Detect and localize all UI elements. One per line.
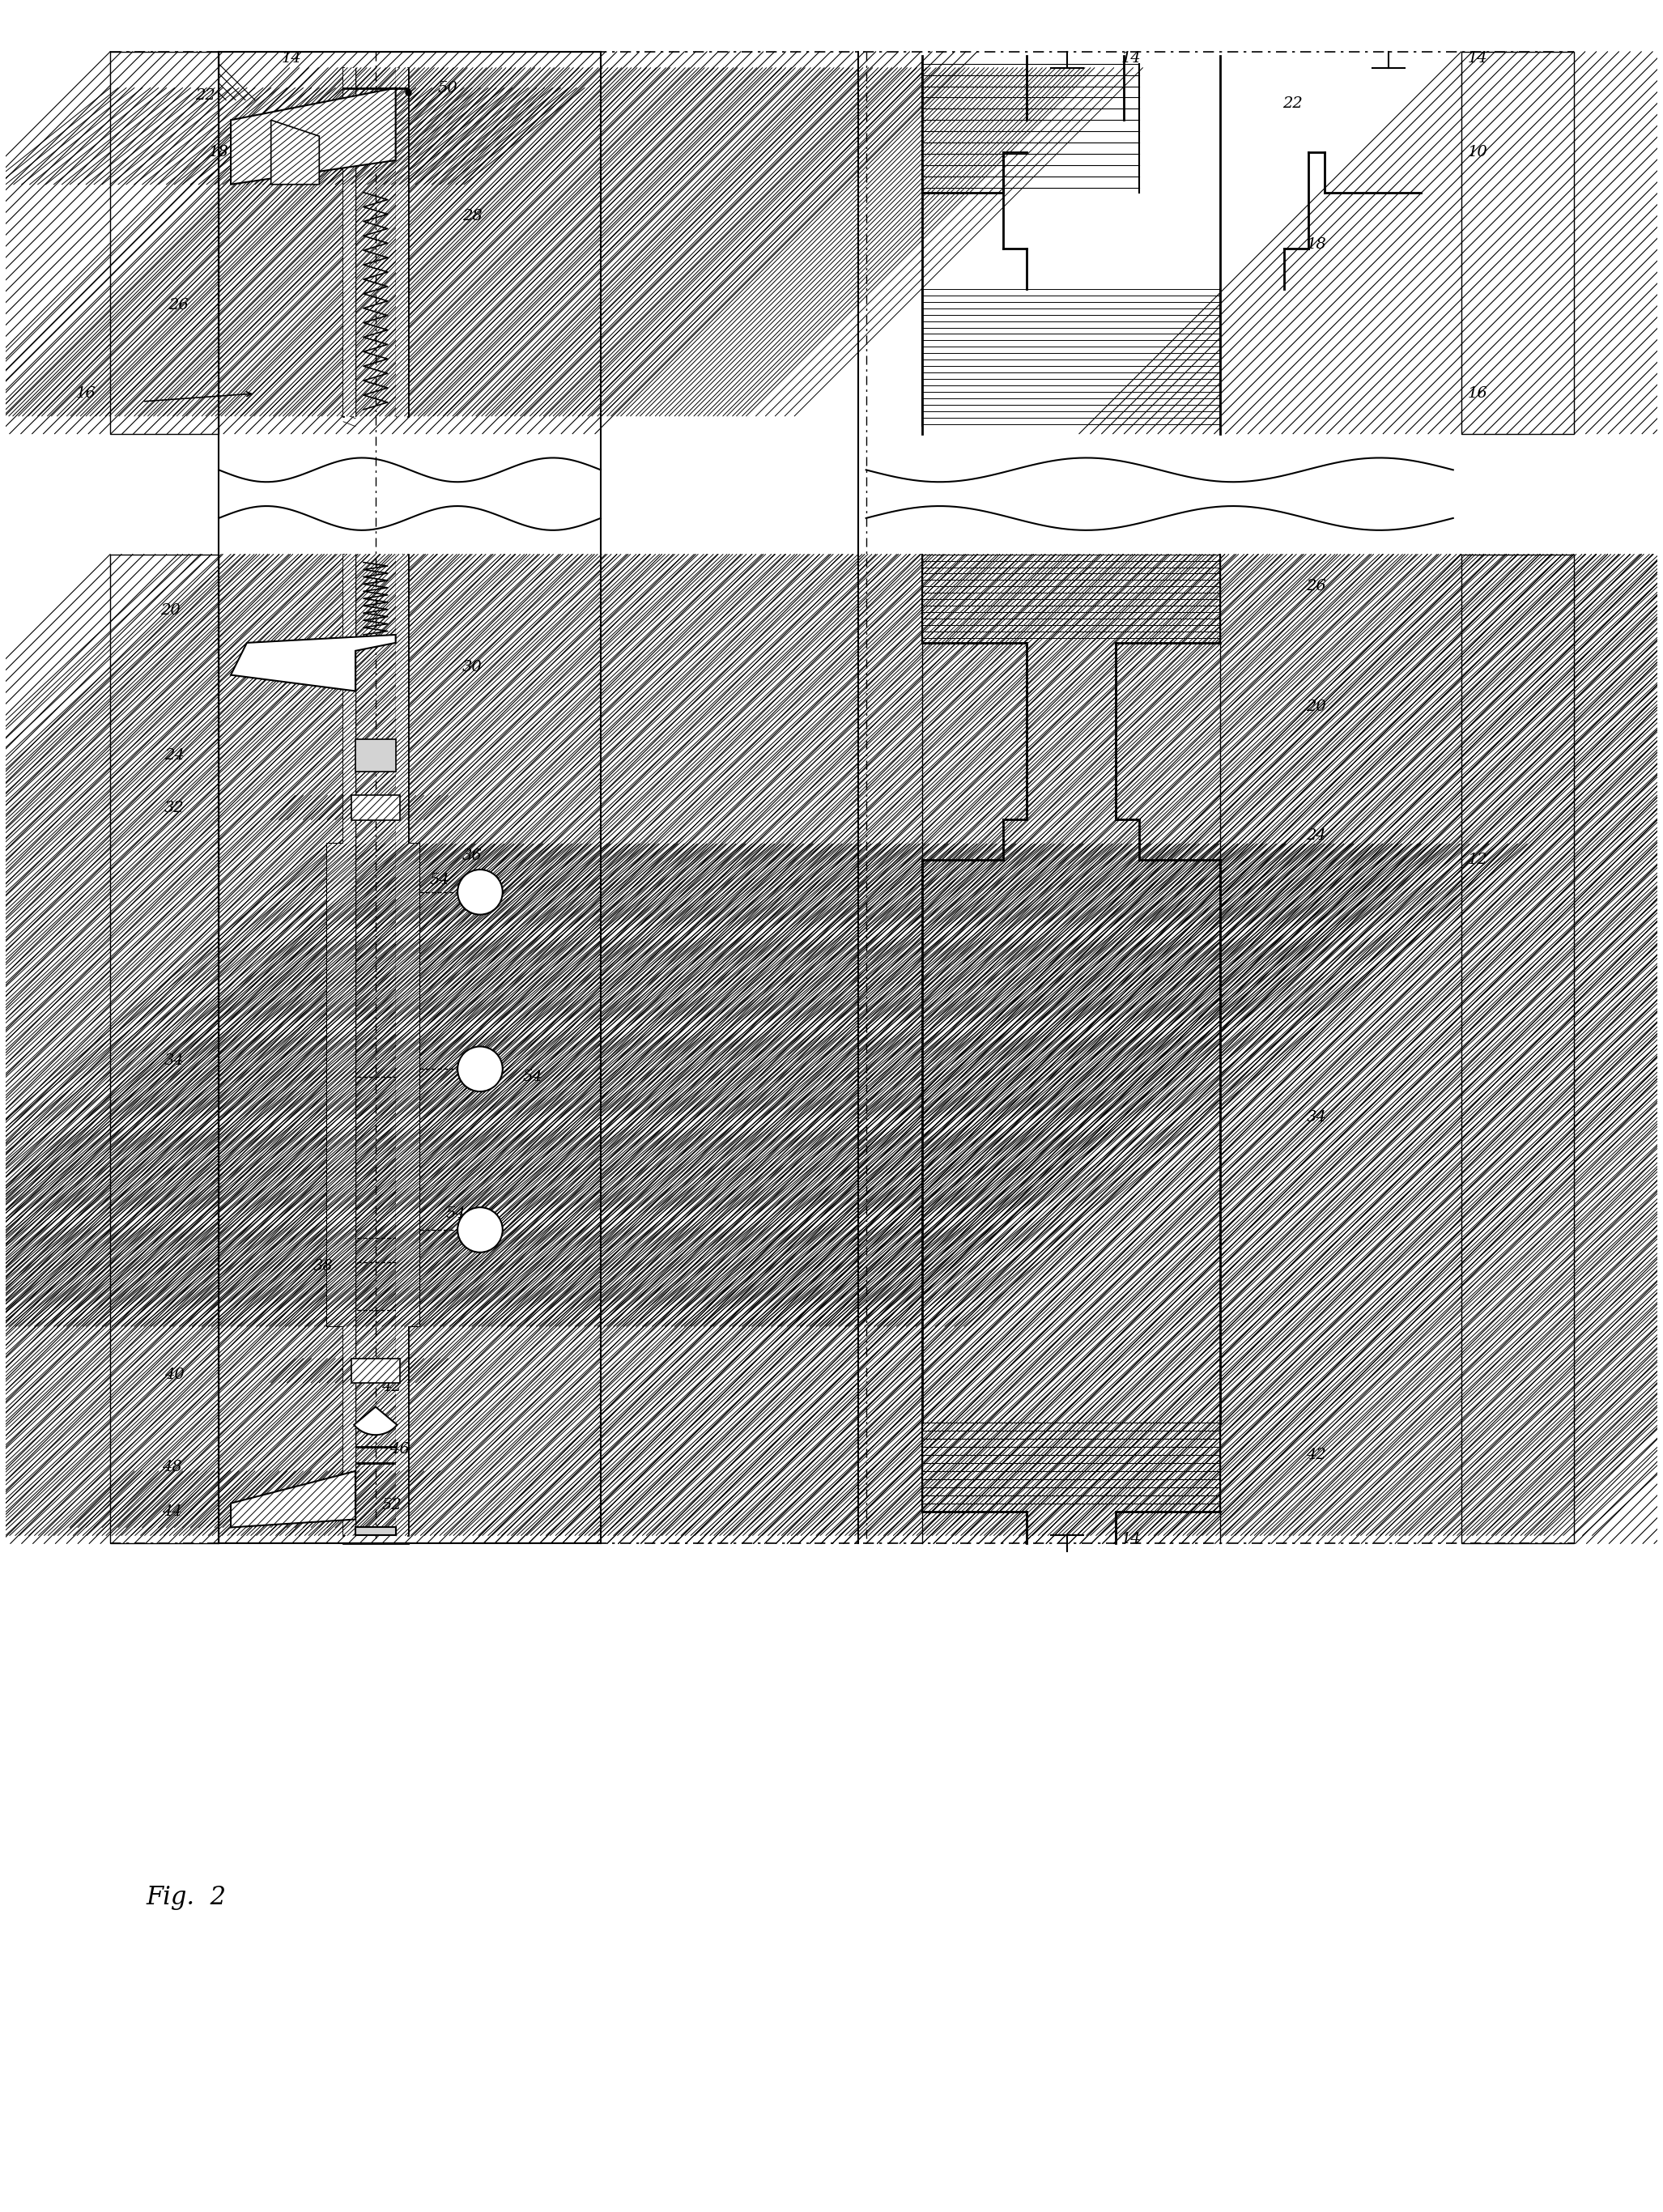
Circle shape (457, 1046, 502, 1091)
Bar (396, 69, 407, 416)
Bar (328, 843, 343, 1327)
Text: 18: 18 (210, 146, 229, 159)
Text: 12: 12 (1467, 852, 1487, 867)
Text: 42: 42 (1307, 1447, 1327, 1462)
Bar (343, 69, 356, 416)
Text: 36: 36 (462, 849, 482, 863)
Wedge shape (354, 1407, 397, 1436)
Bar (110, 555, 220, 1544)
Text: 14: 14 (1467, 51, 1487, 66)
Text: 40: 40 (165, 1367, 185, 1382)
Text: 14: 14 (281, 51, 301, 66)
Polygon shape (271, 119, 319, 184)
Polygon shape (231, 88, 396, 184)
Bar (1462, 555, 1573, 1544)
Text: 52: 52 (381, 1498, 402, 1513)
Circle shape (457, 1208, 502, 1252)
Text: 16: 16 (76, 387, 96, 400)
Text: 50: 50 (437, 80, 457, 95)
Text: 18: 18 (1307, 237, 1327, 252)
Bar (356, 1528, 396, 1535)
Bar (396, 555, 407, 1535)
Text: 38: 38 (313, 1259, 333, 1274)
Polygon shape (356, 739, 396, 772)
Text: 46: 46 (389, 1442, 409, 1458)
Text: 24: 24 (165, 748, 185, 763)
Text: 30: 30 (462, 659, 482, 675)
Text: 26: 26 (1307, 580, 1327, 593)
Text: 24: 24 (1307, 830, 1327, 843)
Bar (1462, 51, 1573, 434)
Polygon shape (231, 635, 396, 690)
Text: 54: 54 (446, 1206, 466, 1221)
Text: 20: 20 (160, 604, 181, 617)
Polygon shape (231, 1471, 356, 1528)
Text: 44: 44 (161, 1504, 183, 1520)
Circle shape (457, 869, 502, 914)
Text: 10: 10 (1467, 146, 1487, 159)
Bar (343, 555, 356, 1535)
Text: 42: 42 (381, 1380, 402, 1394)
Text: 48: 48 (161, 1460, 183, 1475)
Text: 28: 28 (462, 210, 482, 223)
Text: 20: 20 (1307, 699, 1327, 714)
Text: 34: 34 (165, 1053, 185, 1068)
Text: 14: 14 (1121, 51, 1141, 66)
Text: 16: 16 (1467, 387, 1487, 400)
Text: 34: 34 (1307, 1110, 1327, 1124)
Text: 22: 22 (1282, 97, 1302, 111)
FancyBboxPatch shape (351, 796, 399, 821)
Bar (351, 1358, 399, 1382)
Text: 54: 54 (429, 874, 451, 887)
Text: 22: 22 (195, 88, 215, 104)
Text: 54: 54 (522, 1071, 542, 1084)
Bar (407, 843, 419, 1327)
Bar (110, 51, 220, 434)
Text: Fig.  2: Fig. 2 (146, 1885, 226, 1909)
Text: 26: 26 (168, 299, 188, 312)
Text: 32: 32 (165, 801, 185, 814)
Text: 14: 14 (1121, 1533, 1141, 1546)
